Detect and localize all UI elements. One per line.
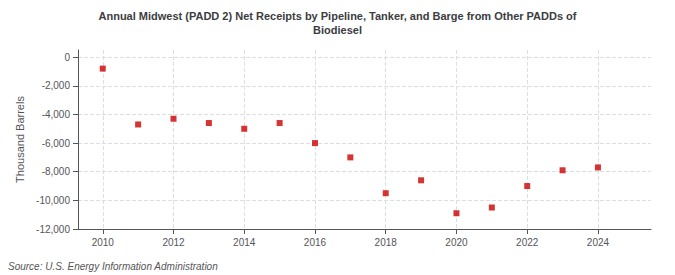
svg-text:2012: 2012 — [162, 237, 185, 248]
svg-text:-12,000: -12,000 — [36, 224, 70, 235]
svg-text:2018: 2018 — [375, 237, 398, 248]
svg-text:2020: 2020 — [445, 237, 468, 248]
svg-text:-10,000: -10,000 — [36, 195, 70, 206]
svg-text:2010: 2010 — [92, 237, 115, 248]
svg-text:-2,000: -2,000 — [42, 80, 71, 91]
svg-text:2014: 2014 — [233, 237, 256, 248]
svg-text:-8,000: -8,000 — [42, 166, 71, 177]
svg-text:0: 0 — [64, 52, 70, 63]
svg-text:2022: 2022 — [516, 237, 539, 248]
svg-text:2024: 2024 — [587, 237, 610, 248]
svg-text:2016: 2016 — [304, 237, 327, 248]
svg-text:-4,000: -4,000 — [42, 109, 71, 120]
svg-text:-6,000: -6,000 — [42, 138, 71, 149]
svg-text:Source: U.S. Energy Informatio: Source: U.S. Energy Information Administ… — [8, 261, 218, 272]
svg-text:Thousand Barrels: Thousand Barrels — [14, 96, 26, 183]
svg-text:Annual Midwest (PADD 2) Net Re: Annual Midwest (PADD 2) Net Receipts by … — [99, 10, 577, 22]
svg-text:Biodiesel: Biodiesel — [313, 24, 362, 36]
